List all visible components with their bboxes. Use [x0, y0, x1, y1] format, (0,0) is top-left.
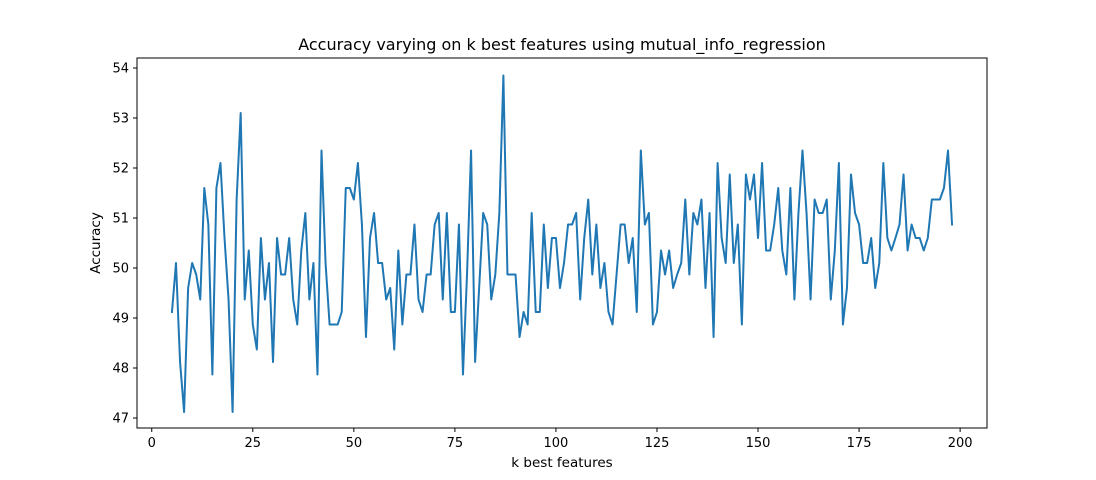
x-tick-label: 25	[245, 436, 262, 451]
x-tick-label: 75	[447, 436, 464, 451]
x-tick-label: 0	[148, 436, 156, 451]
y-tick-label: 52	[112, 162, 129, 177]
x-tick-label: 175	[847, 436, 872, 451]
y-tick-label: 51	[112, 212, 129, 227]
x-tick-label: 150	[746, 436, 771, 451]
y-tick-label: 47	[112, 412, 129, 427]
y-tick-label: 48	[112, 362, 129, 377]
y-tick-label: 53	[112, 112, 129, 127]
series-line-accuracy	[170, 74, 954, 413]
chart-title: Accuracy varying on k best features usin…	[298, 35, 826, 55]
x-axis-label: k best features	[511, 455, 612, 471]
x-tick-label: 125	[645, 436, 670, 451]
y-axis-ticks: 47 48 49 50 51 52 53 54	[112, 62, 137, 427]
x-tick-label: 100	[544, 436, 569, 451]
plot-area	[137, 58, 987, 428]
x-axis-ticks: 0 25 50 75 100 125 150 175 200	[148, 428, 973, 451]
x-tick-label: 200	[948, 436, 973, 451]
x-tick-label: 50	[346, 436, 363, 451]
y-tick-label: 54	[112, 62, 129, 77]
y-axis-label: Accuracy	[88, 212, 104, 274]
y-tick-label: 50	[112, 262, 129, 277]
y-tick-label: 49	[112, 312, 129, 327]
plot-frame	[136, 57, 988, 429]
